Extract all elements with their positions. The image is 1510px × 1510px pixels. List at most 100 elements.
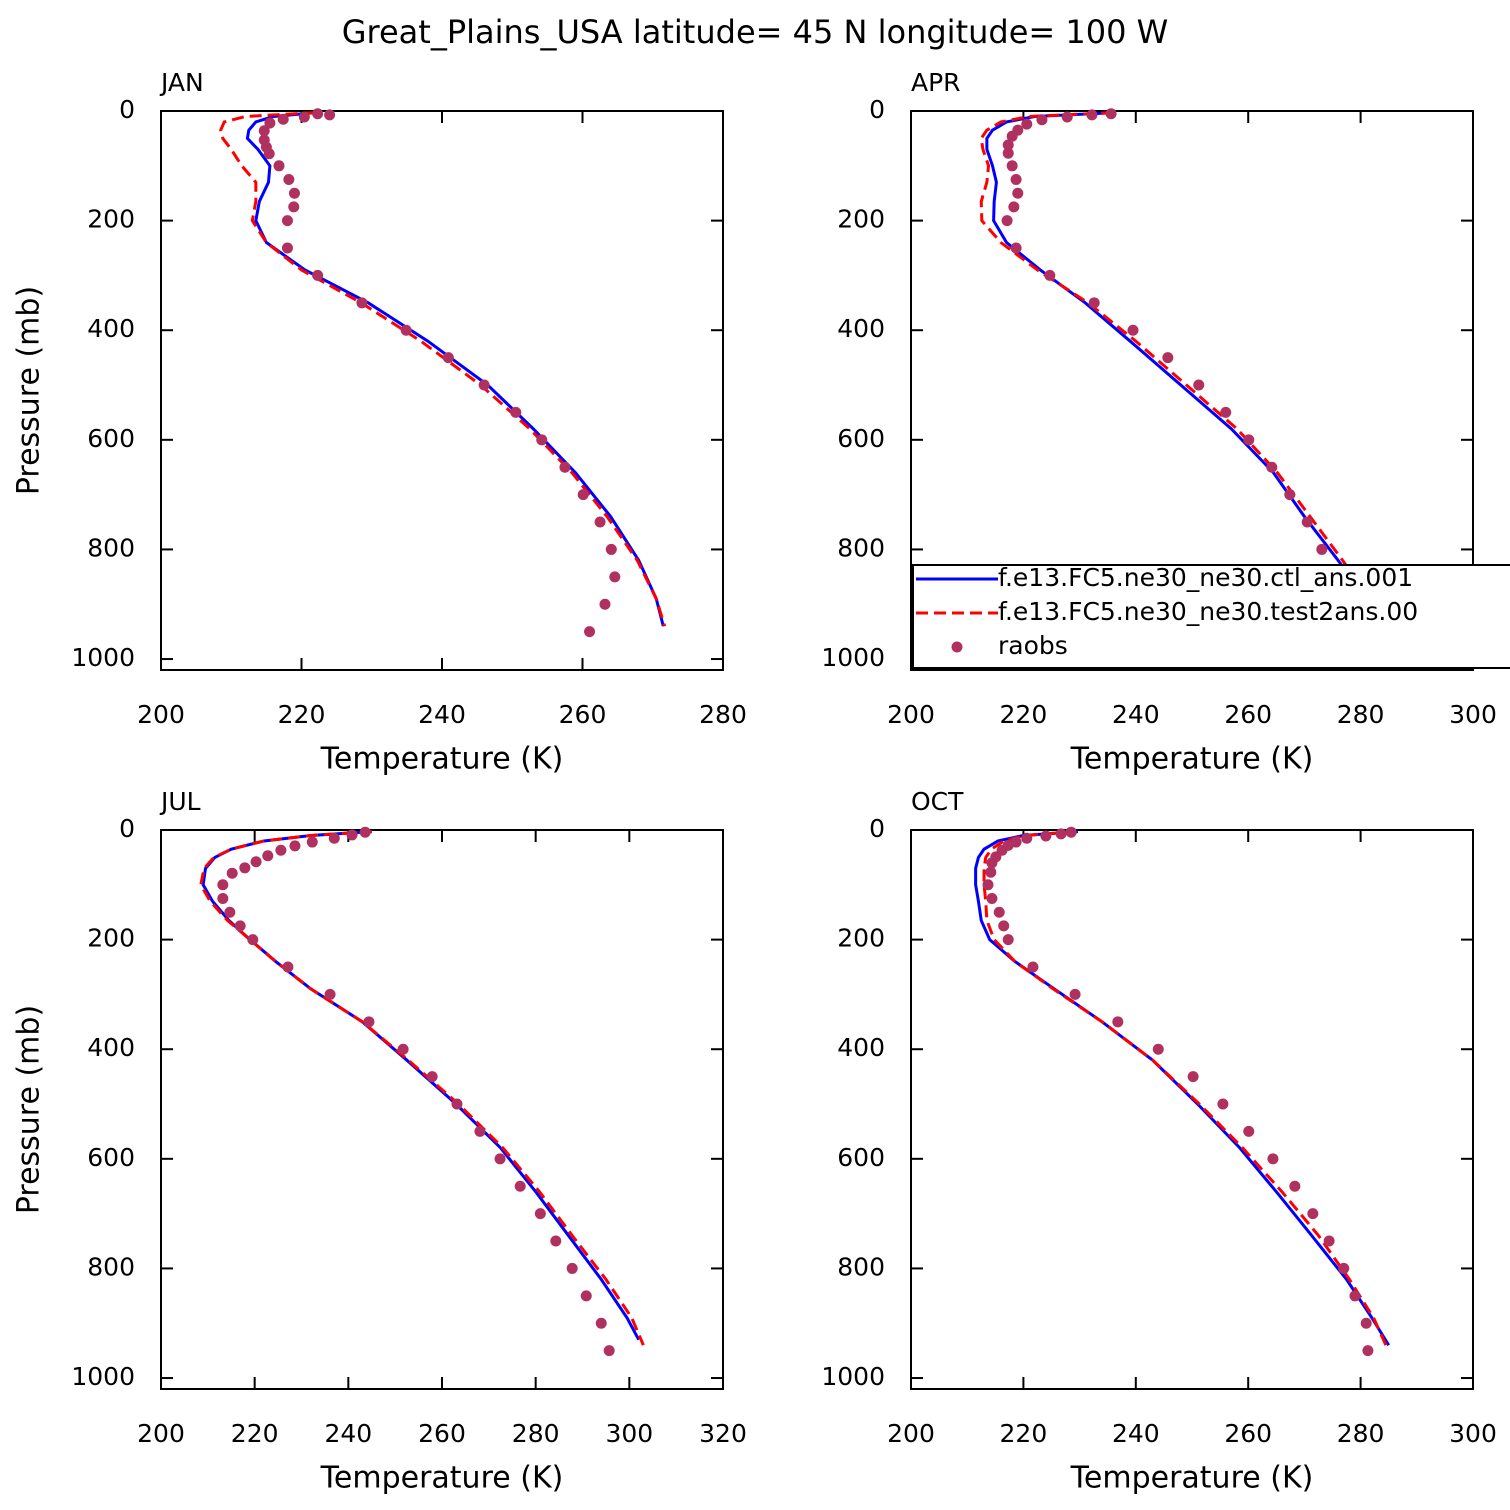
x-tick-label: 280 [1337,1419,1385,1448]
raobs-point [397,1043,409,1055]
raobs-point [217,893,229,905]
x-tick-label: 200 [887,1419,935,1448]
raobs-point [1008,201,1020,213]
x-tick-label: 280 [512,1419,560,1448]
raobs-point [250,856,262,868]
plot-frame [910,110,1474,671]
y-tick-label: 400 [87,1033,135,1062]
x-tick-label: 280 [1337,700,1385,729]
y-tick-label: 400 [87,314,135,343]
raobs-point [283,174,295,186]
raobs-point [1012,187,1024,199]
raobs-point [277,113,289,125]
y-tick-label: 800 [87,533,135,562]
raobs-point [426,1071,438,1083]
raobs-point [1065,826,1077,838]
raobs-point [580,1290,592,1302]
x-tick-label: 220 [231,1419,279,1448]
raobs-point [603,1345,615,1357]
legend-marker [951,641,963,653]
raobs-point [605,543,617,555]
raobs-point [1002,147,1014,159]
y-tick-label: 600 [87,1143,135,1172]
panel: JAN Temperature (K) Pressure (mb) 200 220 240… [12,68,747,777]
y-tick-label: 1000 [821,1362,885,1391]
x-axis-label: Temperature (K) [1070,1461,1314,1496]
raobs-point [1289,1180,1301,1192]
raobs-point [281,215,293,227]
y-tick-label: 200 [837,924,885,953]
raobs-point [986,857,998,869]
raobs-point [494,1153,506,1165]
raobs-point [264,117,276,129]
x-tick-label: 240 [1112,700,1160,729]
raobs-point [298,111,310,123]
raobs-point [1021,832,1033,844]
raobs-point [1338,1262,1350,1274]
panel-title: JAN [159,68,204,97]
profile-line [979,111,1388,627]
raobs-point [328,832,340,844]
raobs-point [1001,215,1013,227]
panel-title: APR [911,68,961,97]
x-tick-label: 240 [1112,1419,1160,1448]
panel-title: OCT [911,787,964,816]
raobs-point [536,434,548,446]
raobs-point [275,844,287,856]
raobs-point [226,867,238,879]
raobs-point [1220,406,1232,418]
y-tick-label: 200 [87,205,135,234]
x-tick-label: 240 [324,1419,372,1448]
raobs-point [306,836,318,848]
y-tick-label: 1000 [821,643,885,672]
raobs-point [998,920,1010,932]
raobs-point [281,242,293,254]
x-tick-label: 260 [1224,700,1272,729]
legend-box [912,564,1510,669]
raobs-point [356,297,368,309]
raobs-point [566,1262,578,1274]
raobs-point [1055,828,1067,840]
raobs-point [258,125,270,137]
raobs-point [559,461,571,473]
raobs-point [577,489,589,501]
plot-frame [160,829,724,1390]
y-tick-label: 400 [837,1033,885,1062]
raobs-point [993,906,1005,918]
raobs-point [594,516,606,528]
raobs-point [609,571,621,583]
raobs-point [1243,434,1255,446]
raobs-point [442,352,454,364]
raobs-point [1267,1153,1279,1165]
panel: APR Temperature (K) 200 220 240 260 280 300 0 200… [821,68,1510,777]
raobs-point [1105,108,1117,120]
x-tick-label: 220 [1000,700,1048,729]
raobs-point [550,1235,562,1247]
y-tick-label: 200 [87,924,135,953]
raobs-point [1187,1071,1199,1083]
raobs-point [312,108,324,120]
raobs-point [982,879,994,891]
raobs-point [234,920,246,932]
raobs-point [346,829,358,841]
plot-frame [160,110,724,671]
raobs-point [1006,130,1018,142]
x-tick-label: 300 [1449,1419,1497,1448]
x-tick-label: 200 [137,700,185,729]
raobs-point [534,1208,546,1220]
legend-label: f.e13.FC5.ne30_ne30.ctl_ans.001 [998,563,1413,592]
raobs-point [1349,1290,1361,1302]
raobs-point [584,626,596,638]
raobs-point [1360,1317,1372,1329]
x-axis-label: Temperature (K) [1070,742,1314,777]
raobs-point [1021,118,1033,130]
y-tick-label: 800 [837,1252,885,1281]
panel: JUL Temperature (K) Pressure (mb) 200 220 240… [12,787,747,1496]
y-tick-label: 800 [837,533,885,562]
raobs-point [1266,461,1278,473]
raobs-point [1162,352,1174,364]
raobs-point [262,850,274,862]
raobs-point [1010,242,1022,254]
raobs-point [1243,1125,1255,1137]
